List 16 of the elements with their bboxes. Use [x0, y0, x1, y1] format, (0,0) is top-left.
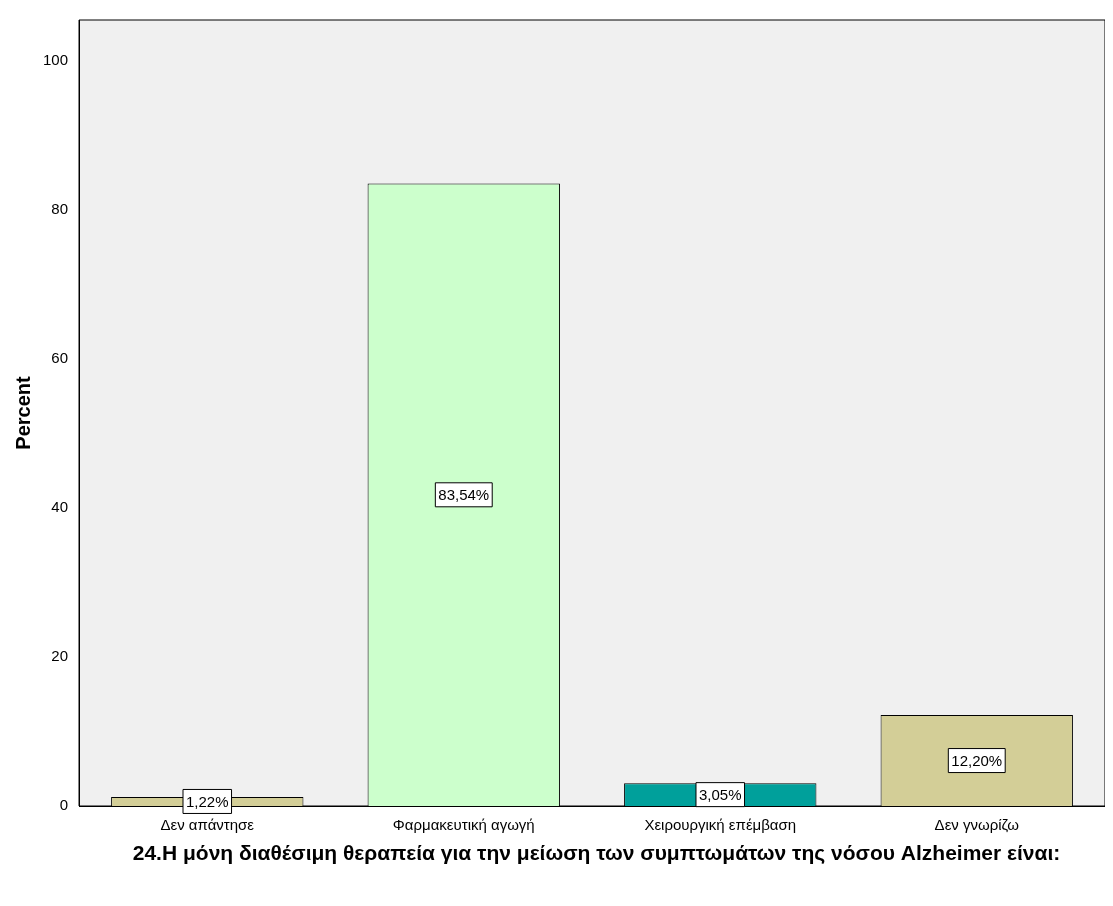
y-tick-label: 40: [51, 498, 69, 516]
y-tick-label: 0: [59, 796, 69, 814]
y-tick-label: 60: [51, 349, 69, 367]
y-tick-label: 100: [43, 51, 69, 69]
x-tick-label: Φαρμακευτική αγωγή: [392, 816, 535, 834]
x-tick-label: Δεν απάντησε: [160, 816, 255, 834]
x-tick-label: Χειρουργική επέμβαση: [644, 816, 797, 834]
x-axis-title: 24.Η μόνη διαθέσιμη θεραπεία για την μείωση των συμπτωμάτων της νόσου Alzheimer είναι:: [131, 841, 1062, 864]
x-tick-label: Δεν γνωρίζω: [934, 816, 1020, 834]
y-tick-label: 20: [51, 647, 69, 665]
y-axis-title: Percent: [11, 375, 34, 450]
data-label: 83,54%: [438, 485, 490, 503]
data-label: 3,05%: [698, 785, 742, 803]
data-label: 1,22%: [186, 792, 229, 810]
y-tick-label: 80: [51, 200, 69, 218]
data-label: 12,20%: [951, 751, 1003, 769]
